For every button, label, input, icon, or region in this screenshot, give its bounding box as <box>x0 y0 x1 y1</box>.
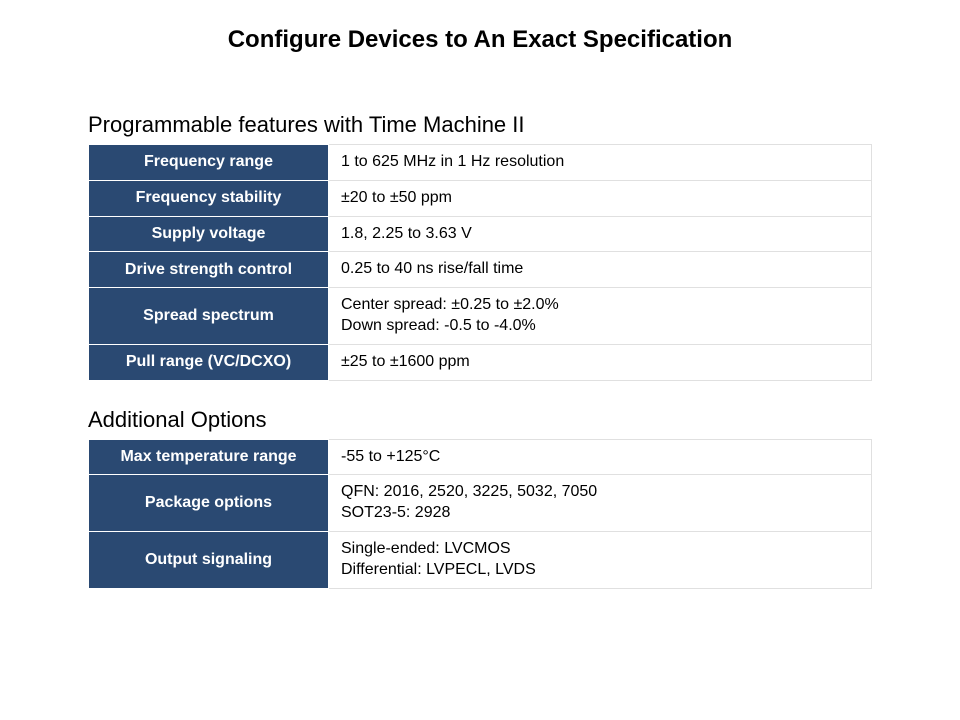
row-label: Frequency range <box>89 145 329 181</box>
programmable-features-table: Frequency range 1 to 625 MHz in 1 Hz res… <box>88 144 872 381</box>
page-title: Configure Devices to An Exact Specificat… <box>88 26 872 54</box>
row-label: Max temperature range <box>89 439 329 475</box>
table-row: Pull range (VC/DCXO) ±25 to ±1600 ppm <box>89 344 872 380</box>
table-row: Drive strength control 0.25 to 40 ns ris… <box>89 252 872 288</box>
row-value: Single-ended: LVCMOS Differential: LVPEC… <box>329 531 872 588</box>
table-row: Output signaling Single-ended: LVCMOS Di… <box>89 531 872 588</box>
row-label: Drive strength control <box>89 252 329 288</box>
table-row: Spread spectrum Center spread: ±0.25 to … <box>89 288 872 345</box>
row-value: 1 to 625 MHz in 1 Hz resolution <box>329 145 872 181</box>
table-row: Frequency stability ±20 to ±50 ppm <box>89 180 872 216</box>
row-value: -55 to +125°C <box>329 439 872 475</box>
row-value: Center spread: ±0.25 to ±2.0% Down sprea… <box>329 288 872 345</box>
table-row: Package options QFN: 2016, 2520, 3225, 5… <box>89 475 872 532</box>
additional-options-table: Max temperature range -55 to +125°C Pack… <box>88 439 872 589</box>
table-row: Frequency range 1 to 625 MHz in 1 Hz res… <box>89 145 872 181</box>
row-value: ±20 to ±50 ppm <box>329 180 872 216</box>
row-label: Output signaling <box>89 531 329 588</box>
section-heading-programmable: Programmable features with Time Machine … <box>88 112 872 138</box>
row-value: QFN: 2016, 2520, 3225, 5032, 7050 SOT23-… <box>329 475 872 532</box>
table-row: Supply voltage 1.8, 2.25 to 3.63 V <box>89 216 872 252</box>
row-label: Supply voltage <box>89 216 329 252</box>
section-heading-additional: Additional Options <box>88 407 872 433</box>
row-value: 1.8, 2.25 to 3.63 V <box>329 216 872 252</box>
row-value: ±25 to ±1600 ppm <box>329 344 872 380</box>
table-row: Max temperature range -55 to +125°C <box>89 439 872 475</box>
row-label: Frequency stability <box>89 180 329 216</box>
page: Configure Devices to An Exact Specificat… <box>0 0 960 639</box>
row-label: Pull range (VC/DCXO) <box>89 344 329 380</box>
row-label: Package options <box>89 475 329 532</box>
row-value: 0.25 to 40 ns rise/fall time <box>329 252 872 288</box>
row-label: Spread spectrum <box>89 288 329 345</box>
